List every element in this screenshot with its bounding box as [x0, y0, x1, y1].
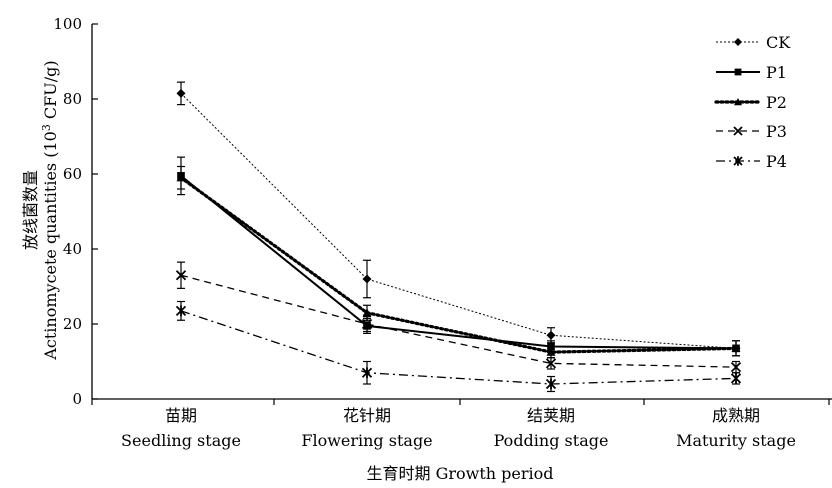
x-tick-label-cn: 花针期 [343, 406, 391, 425]
y-ticks: 0 20 40 60 80 100 [53, 15, 98, 408]
series-p2 [176, 165, 741, 359]
legend-label: CK [766, 33, 791, 52]
legend-marker [734, 98, 742, 106]
legend-item-ck: CK [716, 33, 791, 52]
data-point [175, 270, 187, 281]
data-point [546, 347, 556, 356]
x-tick-label-cn: 苗期 [165, 406, 197, 425]
x-tick-label-en: Seedling stage [121, 431, 241, 450]
data-point [176, 88, 186, 98]
legend-item-p2: P2 [714, 93, 787, 112]
x-tick-label-cn: 结荚期 [527, 406, 575, 425]
y-axis-title-en: Actinomycete quantities (103 CFU/g) [40, 60, 60, 360]
series-group [175, 81, 742, 393]
series-p1 [177, 156, 740, 357]
y-axis-title: 放线菌数量 Actinomycete quantities (103 CFU/g… [21, 60, 60, 360]
data-point [730, 361, 742, 373]
data-point [175, 305, 187, 317]
legend-item-p4: P4 [716, 152, 787, 171]
data-point [361, 318, 373, 330]
axes [91, 24, 832, 400]
data-point [731, 343, 741, 352]
legend-marker [734, 38, 742, 46]
data-point [545, 378, 557, 390]
x-tick-label-cn: 成熟期 [712, 406, 760, 425]
data-point [362, 308, 372, 317]
legend-label: P2 [766, 93, 787, 112]
x-axis-title: 生育时期 Growth period [366, 464, 553, 483]
y-axis-title-en-pre: Actinomycete quantities (10 [41, 131, 60, 360]
x-ticks: 苗期 Seedling stage 花针期 Flowering stage 结荚期 Pod… [91, 399, 830, 450]
y-axis-title-en-post: CFU/g) [41, 60, 60, 124]
series-p4 [175, 300, 742, 393]
legend-item-p3: P3 [716, 122, 787, 141]
data-point [546, 330, 556, 340]
y-tick-label: 60 [63, 165, 82, 183]
series-line [180, 310, 737, 385]
x-tick-label-en: Podding stage [494, 431, 609, 450]
y-tick-label: 40 [63, 240, 82, 258]
legend-marker [734, 68, 742, 76]
legend-label: P3 [766, 122, 787, 141]
y-tick-label: 20 [63, 315, 82, 333]
series-line [179, 176, 738, 354]
legend-item-p1: P1 [716, 63, 787, 82]
x-tick-label-en: Flowering stage [301, 431, 432, 450]
data-point [176, 173, 186, 182]
y-axis-title-en-sup: 3 [40, 124, 53, 131]
y-axis-title-cn: 放线菌数量 [21, 170, 40, 250]
series-line [180, 175, 737, 350]
series-line [180, 274, 737, 368]
legend-label: P4 [766, 152, 787, 171]
x-tick-label-en: Maturity stage [676, 431, 796, 450]
y-tick-label: 100 [53, 15, 82, 33]
y-tick-label: 80 [63, 90, 82, 108]
series-p3 [175, 261, 742, 374]
data-point [730, 372, 742, 384]
legend-marker [733, 156, 743, 166]
legend-label: P1 [766, 63, 787, 82]
data-point [362, 274, 372, 284]
y-tick-label: 0 [72, 390, 82, 408]
data-point [361, 367, 373, 379]
series-line [180, 93, 737, 349]
legend-marker [733, 126, 743, 136]
series-ck [176, 81, 741, 357]
data-point [545, 358, 557, 369]
legend: CK P1 P2 P3 P4 [714, 33, 791, 171]
